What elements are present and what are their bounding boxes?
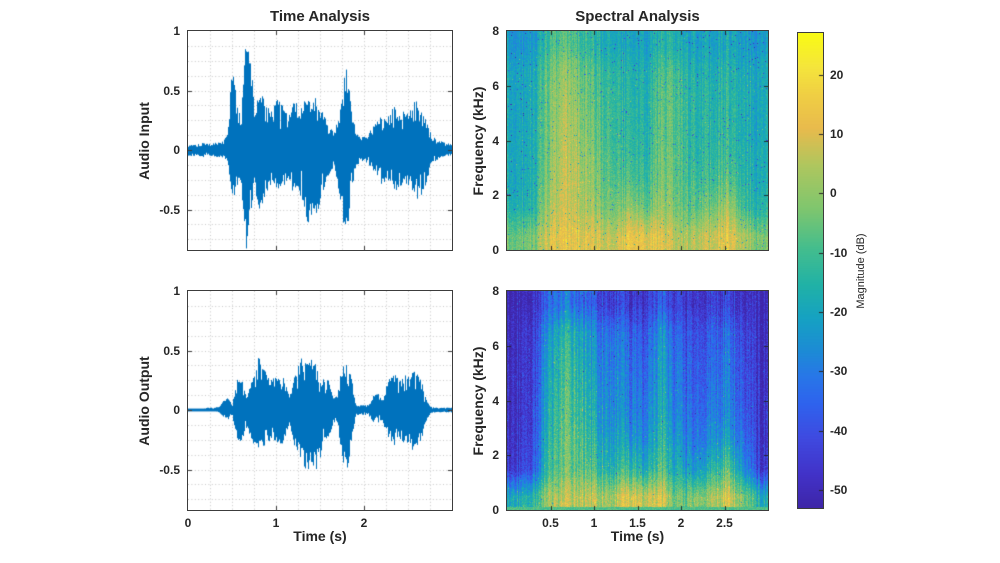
y-tick-label: 0 [830,186,837,201]
y-tick-label: 0 [173,403,180,418]
y-tick-label: 0 [492,243,499,257]
title-spectral-analysis: Spectral Analysis [575,8,700,25]
y-tick-label: 6 [492,338,499,353]
y-tick-label: 2 [492,448,499,463]
y-tick-label: 0 [492,503,499,517]
y-tick-label: 8 [492,284,499,298]
y-tick-label: 4 [492,133,499,148]
y-tick-label: 0 [173,143,180,158]
x-tick-label: 0.5 [542,516,559,530]
spectrogram-canvas-input [507,31,768,250]
y-tick-label: 20 [830,67,844,82]
x-tick-label: 2 [360,516,368,530]
colorbar-canvas [798,33,823,508]
y-tick-label: -20 [830,305,848,320]
ylabel-audio-output: Audio Output [136,356,152,446]
y-tick-label: 0.5 [163,83,180,98]
y-tick-label: 10 [830,126,844,141]
spectrogram-canvas-output [507,291,768,510]
axes-input-spectrogram [506,30,769,251]
axes-audio-input [187,30,453,251]
waveform-canvas-audio-input [188,31,452,250]
y-tick-label: -0.5 [159,202,180,217]
y-tick-label: 0.5 [163,343,180,358]
y-tick-label: -0.5 [159,462,180,477]
y-tick-label: -50 [830,483,848,498]
axes-output-spectrogram [506,290,769,511]
xlabel-time-left: Time (s) [293,528,347,544]
y-tick-label: 1 [173,24,180,38]
xlabel-time-right: Time (s) [610,528,665,544]
y-tick-label: 8 [492,24,499,38]
x-tick-label: 1 [590,516,598,530]
x-tick-label: 0 [184,516,192,530]
colorbar-label: Magnitude (dB) [855,233,867,309]
x-tick-label: 2 [677,516,685,530]
y-tick-label: -40 [830,423,848,438]
ylabel-audio-input: Audio Input [136,102,152,180]
y-tick-label: -10 [830,245,848,260]
y-tick-label: 1 [173,284,180,298]
axes-audio-output [187,290,453,511]
y-tick-label: -30 [830,364,848,379]
x-tick-label: 1.5 [629,516,646,530]
x-tick-label: 2.5 [716,516,733,530]
x-tick-label: 1 [272,516,280,530]
y-tick-label: 2 [492,188,499,203]
colorbar [797,32,824,509]
y-tick-label: 4 [492,393,499,408]
title-time-analysis: Time Analysis [269,8,371,25]
y-tick-label: 6 [492,78,499,93]
waveform-canvas-audio-output [188,291,452,510]
